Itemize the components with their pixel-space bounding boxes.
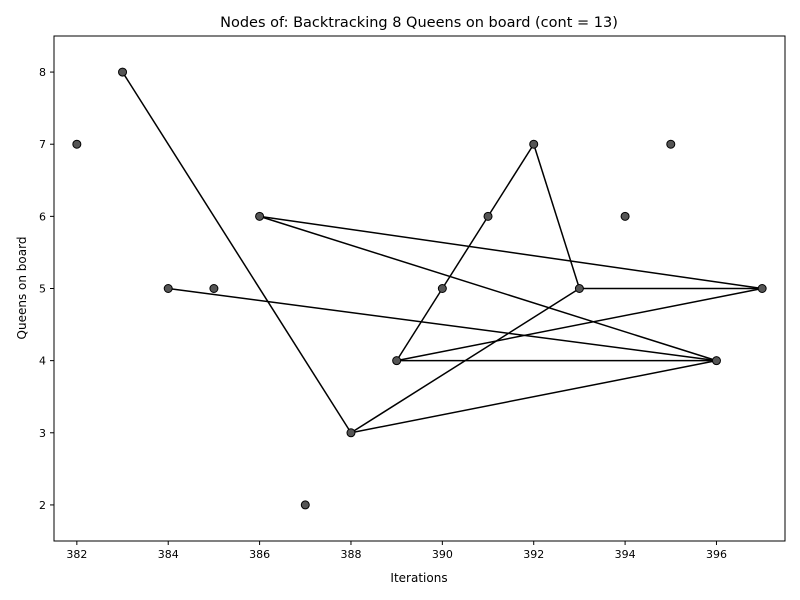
data-point [163, 284, 173, 293]
y-tick-label: 8 [39, 66, 46, 79]
edge-line [121, 71, 352, 434]
edge-line [533, 143, 581, 289]
data-point [620, 211, 630, 221]
data-point [437, 284, 447, 293]
edge-line [396, 288, 443, 362]
data-point [346, 428, 356, 438]
x-tick-label: 390 [432, 548, 453, 561]
edge-line [259, 215, 763, 290]
plot-frame [53, 35, 786, 542]
data-point [209, 284, 219, 293]
x-axis-label: Iterations [390, 571, 447, 585]
data-point [72, 139, 82, 149]
x-tick-label: 386 [249, 548, 270, 561]
y-tick-label: 5 [39, 283, 46, 296]
edge-line [396, 287, 763, 362]
edge-line [350, 359, 717, 434]
data-point [666, 139, 676, 149]
edges-layer [121, 71, 763, 434]
data-point [255, 211, 265, 221]
data-point [392, 356, 402, 366]
x-tick-label: 388 [340, 548, 361, 561]
y-tick-label: 7 [39, 138, 46, 151]
edge-line [259, 215, 717, 362]
x-tick-label: 394 [615, 548, 636, 561]
edge-line [168, 287, 717, 362]
x-tick-label: 382 [66, 548, 87, 561]
data-point [711, 356, 721, 366]
data-point [118, 67, 128, 77]
edge-line [441, 215, 489, 289]
data-point [574, 284, 584, 293]
chart-title: Nodes of: Backtracking 8 Queens on board… [220, 15, 618, 31]
edge-line [487, 143, 535, 217]
x-tick-label: 392 [523, 548, 544, 561]
y-tick-label: 3 [39, 427, 46, 440]
y-axis-label: Queens on board [15, 237, 29, 340]
data-point [300, 500, 310, 510]
ticks-layer: 382 384 386 388 390 392 394 396 2 3 4 5 6 7 8 [39, 66, 727, 561]
y-tick-label: 2 [39, 499, 46, 512]
y-tick-label: 6 [39, 210, 46, 223]
data-point [483, 211, 493, 221]
x-tick-label: 384 [158, 548, 179, 561]
y-tick-label: 4 [39, 355, 46, 368]
x-tick-label: 396 [706, 548, 727, 561]
data-point [757, 284, 767, 293]
data-point [529, 139, 539, 149]
points-layer [72, 67, 767, 510]
